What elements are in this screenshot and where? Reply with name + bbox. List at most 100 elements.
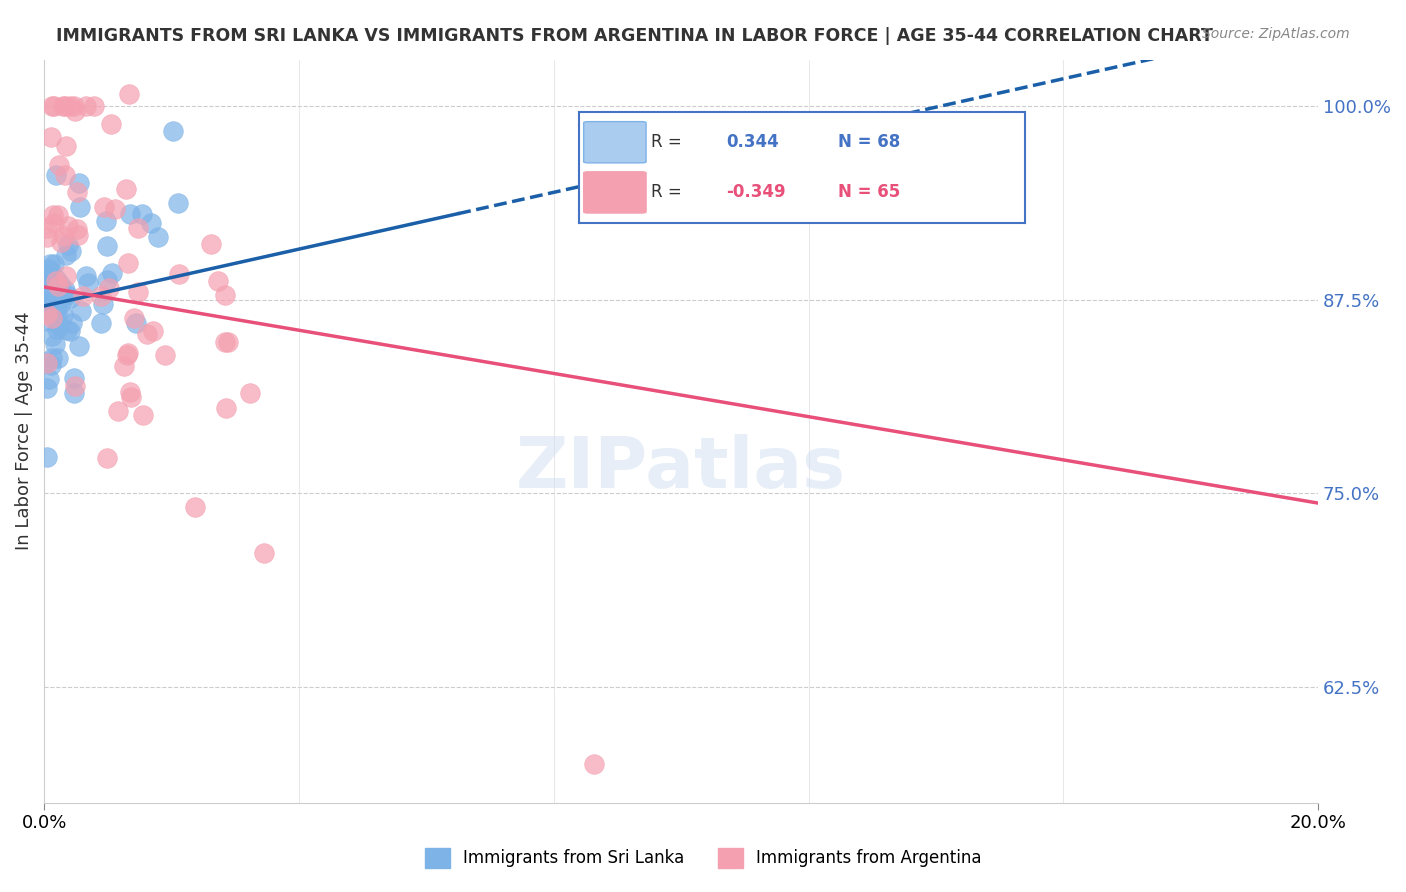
Y-axis label: In Labor Force | Age 35-44: In Labor Force | Age 35-44 bbox=[15, 312, 32, 550]
Immigrants from Sri Lanka bbox=[146, 230, 169, 244]
Immigrants from Sri Lanka bbox=[41, 351, 63, 366]
Immigrants from Sri Lanka bbox=[75, 268, 97, 283]
Immigrants from Argentina bbox=[62, 99, 84, 113]
Immigrants from Sri Lanka bbox=[45, 302, 67, 317]
Immigrants from Argentina bbox=[93, 200, 115, 214]
Immigrants from Sri Lanka bbox=[94, 214, 117, 228]
Immigrants from Argentina bbox=[117, 256, 139, 270]
Immigrants from Sri Lanka bbox=[37, 298, 59, 312]
Immigrants from Argentina bbox=[67, 227, 90, 242]
Immigrants from Argentina bbox=[37, 307, 59, 321]
Immigrants from Argentina bbox=[63, 378, 86, 392]
Immigrants from Argentina bbox=[90, 289, 112, 303]
Immigrants from Argentina bbox=[53, 99, 76, 113]
Immigrants from Argentina bbox=[56, 219, 79, 233]
Immigrants from Argentina bbox=[75, 99, 97, 113]
Immigrants from Sri Lanka bbox=[141, 217, 163, 231]
Immigrants from Sri Lanka bbox=[125, 316, 148, 330]
Immigrants from Argentina bbox=[100, 117, 122, 131]
Text: ZIPatlas: ZIPatlas bbox=[516, 434, 846, 503]
Immigrants from Sri Lanka bbox=[69, 201, 91, 215]
Immigrants from Argentina bbox=[53, 228, 76, 243]
Immigrants from Sri Lanka bbox=[37, 261, 59, 276]
Immigrants from Sri Lanka bbox=[166, 196, 188, 211]
Immigrants from Sri Lanka bbox=[90, 316, 112, 330]
Immigrants from Sri Lanka bbox=[39, 358, 62, 372]
Immigrants from Argentina bbox=[127, 221, 149, 235]
Immigrants from Sri Lanka bbox=[37, 314, 59, 328]
Immigrants from Argentina bbox=[214, 335, 236, 350]
Immigrants from Sri Lanka bbox=[39, 257, 62, 271]
Immigrants from Argentina bbox=[253, 546, 276, 560]
Immigrants from Sri Lanka bbox=[38, 372, 60, 386]
Text: Source: ZipAtlas.com: Source: ZipAtlas.com bbox=[1202, 27, 1350, 41]
Immigrants from Argentina bbox=[55, 139, 77, 153]
Immigrants from Sri Lanka bbox=[53, 283, 76, 297]
Immigrants from Sri Lanka bbox=[56, 287, 79, 301]
Immigrants from Sri Lanka bbox=[45, 272, 67, 286]
Immigrants from Argentina bbox=[37, 220, 59, 235]
Immigrants from Argentina bbox=[42, 216, 65, 230]
Legend: Immigrants from Sri Lanka, Immigrants from Argentina: Immigrants from Sri Lanka, Immigrants fr… bbox=[418, 841, 988, 875]
Immigrants from Argentina bbox=[53, 168, 76, 182]
Immigrants from Argentina bbox=[115, 348, 138, 362]
Immigrants from Argentina bbox=[48, 158, 70, 172]
Immigrants from Argentina bbox=[66, 185, 89, 199]
Immigrants from Sri Lanka bbox=[45, 322, 67, 336]
Immigrants from Argentina bbox=[104, 202, 127, 217]
Immigrants from Sri Lanka bbox=[48, 318, 70, 332]
Immigrants from Sri Lanka bbox=[120, 207, 142, 221]
Immigrants from Sri Lanka bbox=[67, 339, 90, 353]
Immigrants from Sri Lanka bbox=[35, 291, 58, 305]
Immigrants from Argentina bbox=[207, 275, 229, 289]
Immigrants from Argentina bbox=[142, 324, 165, 338]
Immigrants from Sri Lanka bbox=[46, 307, 69, 321]
Immigrants from Argentina bbox=[41, 311, 63, 326]
Immigrants from Sri Lanka bbox=[34, 277, 56, 291]
Immigrants from Sri Lanka bbox=[63, 371, 86, 385]
Immigrants from Argentina bbox=[83, 99, 105, 113]
Immigrants from Argentina bbox=[215, 401, 238, 416]
Immigrants from Argentina bbox=[45, 274, 67, 288]
Immigrants from Sri Lanka bbox=[100, 266, 122, 280]
Immigrants from Argentina bbox=[582, 756, 605, 771]
Immigrants from Argentina bbox=[118, 87, 141, 102]
Immigrants from Sri Lanka bbox=[96, 239, 118, 253]
Immigrants from Sri Lanka bbox=[38, 262, 60, 277]
Immigrants from Argentina bbox=[65, 103, 87, 118]
Immigrants from Sri Lanka bbox=[37, 270, 59, 285]
Text: IMMIGRANTS FROM SRI LANKA VS IMMIGRANTS FROM ARGENTINA IN LABOR FORCE | AGE 35-4: IMMIGRANTS FROM SRI LANKA VS IMMIGRANTS … bbox=[56, 27, 1213, 45]
Immigrants from Argentina bbox=[37, 357, 59, 371]
Immigrants from Argentina bbox=[118, 384, 141, 399]
Immigrants from Argentina bbox=[184, 500, 207, 515]
Immigrants from Argentina bbox=[153, 348, 176, 362]
Immigrants from Argentina bbox=[120, 390, 142, 404]
Immigrants from Sri Lanka bbox=[56, 323, 79, 337]
Immigrants from Argentina bbox=[41, 208, 63, 222]
Immigrants from Sri Lanka bbox=[48, 291, 70, 305]
Immigrants from Sri Lanka bbox=[46, 351, 69, 365]
Immigrants from Sri Lanka bbox=[41, 329, 63, 343]
Immigrants from Sri Lanka bbox=[49, 295, 72, 310]
Immigrants from Argentina bbox=[66, 222, 89, 236]
Immigrants from Sri Lanka bbox=[77, 276, 100, 290]
Immigrants from Sri Lanka bbox=[48, 318, 70, 333]
Immigrants from Argentina bbox=[46, 208, 69, 222]
Immigrants from Sri Lanka bbox=[96, 273, 118, 287]
Immigrants from Sri Lanka bbox=[48, 277, 70, 292]
Immigrants from Sri Lanka bbox=[37, 355, 59, 369]
Immigrants from Sri Lanka bbox=[45, 168, 67, 182]
Immigrants from Argentina bbox=[127, 285, 149, 300]
Immigrants from Argentina bbox=[59, 99, 82, 113]
Immigrants from Sri Lanka bbox=[45, 301, 67, 315]
Immigrants from Sri Lanka bbox=[63, 386, 86, 401]
Immigrants from Sri Lanka bbox=[37, 381, 59, 395]
Immigrants from Sri Lanka bbox=[38, 303, 60, 318]
Immigrants from Sri Lanka bbox=[67, 176, 90, 190]
Immigrants from Sri Lanka bbox=[56, 238, 79, 252]
Immigrants from Sri Lanka bbox=[39, 271, 62, 285]
Immigrants from Argentina bbox=[37, 230, 59, 244]
Immigrants from Sri Lanka bbox=[59, 291, 82, 305]
Immigrants from Sri Lanka bbox=[59, 324, 82, 338]
Immigrants from Sri Lanka bbox=[44, 257, 66, 271]
